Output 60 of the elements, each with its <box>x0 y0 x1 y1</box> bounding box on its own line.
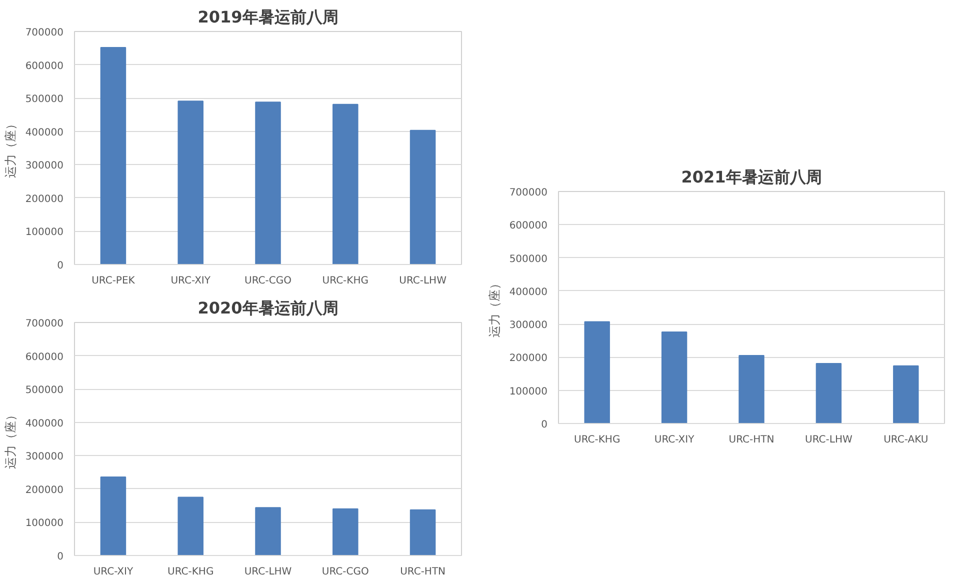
bar <box>178 496 204 556</box>
bar <box>584 321 610 424</box>
bar <box>661 332 688 424</box>
y-tick-label: 100000 <box>25 518 64 530</box>
bar <box>816 363 842 424</box>
bar <box>332 508 358 556</box>
bar <box>255 102 281 264</box>
y-tick-label: 200000 <box>25 194 64 205</box>
y-tick-label: 500000 <box>509 254 548 265</box>
y-axis-title: 运力（座） <box>3 118 18 178</box>
chart-title: 2021年暑运前八周 <box>681 168 822 186</box>
x-tick-label: URC-CGO <box>322 566 370 578</box>
y-tick-label: 400000 <box>25 127 64 138</box>
x-tick-label: URC-CGO <box>244 276 292 286</box>
x-tick-label: URC-KHG <box>322 276 368 286</box>
y-tick-label: 700000 <box>509 188 548 198</box>
y-tick-label: 600000 <box>25 352 64 363</box>
bar <box>893 365 919 424</box>
bar <box>410 130 436 264</box>
y-axis-title: 运力（座） <box>3 409 18 469</box>
y-tick-label: 300000 <box>509 320 548 332</box>
x-tick-label: URC-XIY <box>170 276 212 286</box>
x-tick-label: URC-PEK <box>92 276 136 286</box>
x-tick-label: URC-KHG <box>574 434 620 446</box>
y-tick-label: 300000 <box>25 452 64 463</box>
y-tick-label: 0 <box>57 260 64 272</box>
y-tick-label: 0 <box>57 552 64 562</box>
x-tick-label: URC-HTN <box>400 566 446 578</box>
bar <box>255 507 281 556</box>
bar <box>410 509 436 556</box>
x-tick-label: URC-AKU <box>884 434 928 446</box>
x-tick-label: URC-LHW <box>244 566 292 578</box>
y-tick-label: 600000 <box>25 60 64 72</box>
y-tick-label: 200000 <box>509 353 548 364</box>
x-tick-label: URC-XIY <box>654 434 696 446</box>
bar <box>100 476 126 556</box>
chart-title: 2019年暑运前八周 <box>198 8 338 26</box>
y-tick-label: 700000 <box>25 28 64 38</box>
y-tick-label: 500000 <box>25 94 64 106</box>
y-tick-label: 600000 <box>509 220 548 232</box>
y-tick-label: 300000 <box>25 160 64 172</box>
x-tick-label: URC-XIY <box>93 566 134 578</box>
y-tick-label: 500000 <box>25 385 64 396</box>
y-tick-label: 100000 <box>25 227 64 238</box>
x-tick-label: URC-KHG <box>168 566 214 578</box>
chart-title: 2020年暑运前八周 <box>198 298 338 318</box>
x-tick-label: URC-LHW <box>805 434 852 446</box>
y-tick-label: 400000 <box>509 286 548 298</box>
y-tick-label: 0 <box>541 420 548 430</box>
y-tick-label: 700000 <box>25 318 64 330</box>
y-tick-label: 400000 <box>25 418 64 430</box>
x-tick-label: URC-HTN <box>728 434 774 446</box>
bar <box>178 100 204 264</box>
y-tick-label: 100000 <box>509 386 548 398</box>
x-tick-label: URC-LHW <box>399 276 447 286</box>
y-tick-label: 200000 <box>25 484 64 496</box>
bar <box>332 104 358 264</box>
bar <box>100 46 126 264</box>
y-axis-title: 运力（座） <box>487 278 502 338</box>
bar <box>738 355 764 424</box>
